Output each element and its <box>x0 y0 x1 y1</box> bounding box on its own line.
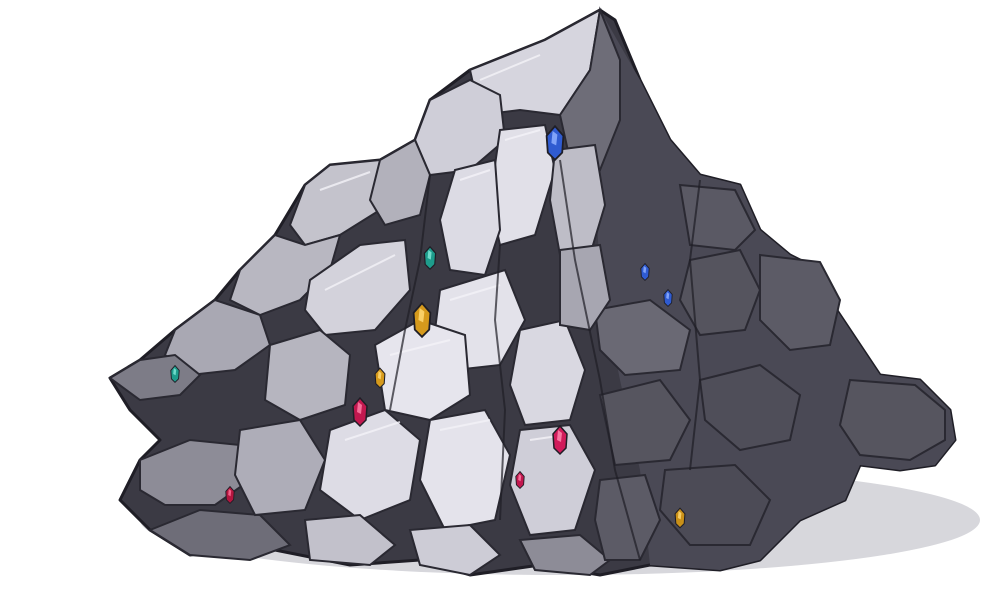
rock-left-ledge <box>108 353 202 402</box>
rock-crevices <box>389 159 702 561</box>
gem-layer <box>170 124 686 529</box>
rock-mid-slab-6 <box>559 243 612 332</box>
rock-right-boulder-4 <box>698 363 802 452</box>
blue-gem-peak-icon <box>545 124 565 162</box>
rock-peak-slab-2 <box>413 78 507 177</box>
rock-low-slab-2 <box>418 408 512 532</box>
red-gem-base-left-icon <box>225 485 235 505</box>
rock-low-slab-1 <box>318 408 422 522</box>
rock-spire-2 <box>438 158 502 277</box>
rock-right-slab-1 <box>678 183 757 252</box>
rock-right-boulder-2 <box>838 378 946 462</box>
rock-right-boulder-1 <box>759 253 842 352</box>
gold-gem-mid-icon <box>412 301 432 339</box>
rock-base-slab-3 <box>518 533 612 577</box>
blue-gem-right-2-icon <box>663 288 673 308</box>
rock-right-boulder-3 <box>678 248 762 337</box>
rock-low-slab-4 <box>233 418 327 517</box>
rock-right-boulder-5 <box>658 463 772 546</box>
gold-gem-lower-right-icon <box>674 507 686 529</box>
rock-upper-left-face <box>368 138 432 227</box>
rock-mid-slab-1 <box>303 238 412 337</box>
teal-gem-edge-icon <box>170 364 180 384</box>
rock-right-slab-2 <box>593 298 692 377</box>
rock-base-slab-1 <box>303 513 397 567</box>
teal-gem-left-icon <box>423 245 437 271</box>
pink-gem-left-icon <box>352 396 368 428</box>
rock-highlights <box>319 54 566 441</box>
blue-gem-right-1-icon <box>640 262 650 282</box>
rock-left-boulder-base <box>147 508 292 562</box>
rock-mid-slab-4 <box>263 328 352 422</box>
gold-gem-small-icon <box>374 367 386 389</box>
rock-base-slab-2 <box>408 523 502 577</box>
pink-gem-center-icon <box>552 424 568 456</box>
rock-low-slab-3 <box>508 423 597 537</box>
pink-gem-base-icon <box>515 470 525 490</box>
